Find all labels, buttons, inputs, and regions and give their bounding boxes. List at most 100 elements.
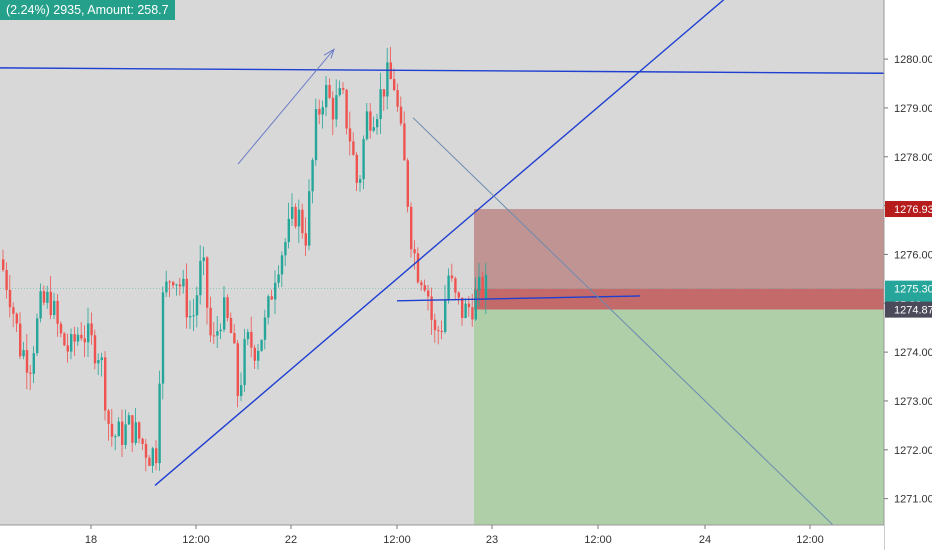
candle-body <box>250 331 253 348</box>
candle-body <box>352 141 355 155</box>
candle-body <box>12 307 15 314</box>
candle-body <box>345 89 348 129</box>
price-badge-text-entry: 1274.87 <box>894 305 932 317</box>
candle-body <box>114 436 117 438</box>
price-axis-panel <box>884 0 932 550</box>
candle-body <box>406 160 409 207</box>
take-profit-zone <box>474 309 884 525</box>
candle-body <box>240 385 243 396</box>
candle-body <box>393 79 396 91</box>
candle-body <box>260 339 263 351</box>
candle-body <box>66 345 69 352</box>
candle-body <box>396 90 399 107</box>
candle-body <box>454 278 457 293</box>
candle-body <box>46 291 49 303</box>
candle-body <box>253 347 256 361</box>
y-tick-label: 1273.00 <box>894 396 932 408</box>
price-badge-text-stop: 1276.93 <box>894 204 932 216</box>
candle-body <box>134 422 137 443</box>
projection-arrow-up <box>237 49 335 165</box>
candle-body <box>311 160 314 192</box>
candle-body <box>100 357 103 361</box>
candle-body <box>440 330 443 332</box>
candle-body <box>195 295 199 316</box>
entry-band <box>474 288 884 310</box>
candle-body <box>49 291 52 316</box>
candle-body <box>151 448 154 466</box>
candle-body <box>291 206 294 219</box>
candle-body <box>467 303 471 308</box>
projection-line-down <box>412 117 837 529</box>
candle-body <box>321 107 324 115</box>
candle-body <box>270 296 273 300</box>
candle-body <box>294 206 297 227</box>
candle-body <box>430 296 433 320</box>
candle-body <box>22 350 25 357</box>
candle-body <box>148 457 151 466</box>
candle-body <box>165 281 168 293</box>
candle-body <box>175 284 178 286</box>
candle-body <box>246 331 250 340</box>
candle-body <box>413 249 416 254</box>
y-tick-label: 1276.00 <box>894 249 932 261</box>
candle-body <box>76 334 80 342</box>
candle-body <box>32 353 35 374</box>
candle-body <box>39 291 42 319</box>
candles <box>2 46 488 473</box>
candle-body <box>236 343 239 396</box>
y-tick-label: 1279.00 <box>894 103 932 115</box>
stop-loss-zone <box>474 209 884 289</box>
candle-body <box>73 334 76 342</box>
candle-body <box>8 289 12 308</box>
candle-body <box>243 339 246 386</box>
candle-body <box>212 335 216 337</box>
candle-body <box>107 410 110 424</box>
candle-body <box>178 284 182 287</box>
candle-body <box>314 109 318 161</box>
candle-body <box>56 300 59 324</box>
candle-body <box>192 315 195 317</box>
price-badge-stop <box>885 201 932 218</box>
candle-body <box>328 84 331 98</box>
candle-body <box>403 123 406 161</box>
candle-body <box>121 421 124 445</box>
x-tick-label: 23 <box>486 534 498 546</box>
candle-body <box>382 89 386 97</box>
candle-body <box>376 119 379 128</box>
candle-body <box>297 209 301 227</box>
candle-body <box>5 269 8 290</box>
candle-body <box>168 281 171 283</box>
candle-body <box>104 357 107 411</box>
candle-body <box>144 443 148 458</box>
candle-body <box>42 291 46 303</box>
candle-body <box>199 260 202 296</box>
candle-body <box>433 319 437 331</box>
entry-level-line <box>396 295 641 302</box>
candle-body <box>325 84 328 108</box>
candle-body <box>2 259 5 270</box>
candle-body <box>277 274 280 283</box>
candle-body <box>93 335 97 364</box>
x-tick-label: 12:00 <box>383 534 411 546</box>
candle-body <box>216 331 219 336</box>
candle-body <box>202 257 205 261</box>
candle-body <box>59 323 63 334</box>
candle-body <box>182 278 185 287</box>
y-tick-label: 1274.00 <box>894 347 932 359</box>
time-axis-panel <box>0 525 884 550</box>
candle-body <box>457 292 460 298</box>
candle-body <box>29 372 32 374</box>
candle-body <box>461 297 464 318</box>
candle-body <box>90 323 93 336</box>
candle-body <box>410 206 413 250</box>
candle-body <box>53 300 56 316</box>
candle-body <box>464 303 467 318</box>
candle-body <box>124 424 127 445</box>
x-tick-label: 12:00 <box>796 534 824 546</box>
trendline-support <box>154 0 725 486</box>
candle-body <box>87 323 90 343</box>
resistance-line <box>0 67 885 74</box>
candle-body <box>263 317 267 340</box>
